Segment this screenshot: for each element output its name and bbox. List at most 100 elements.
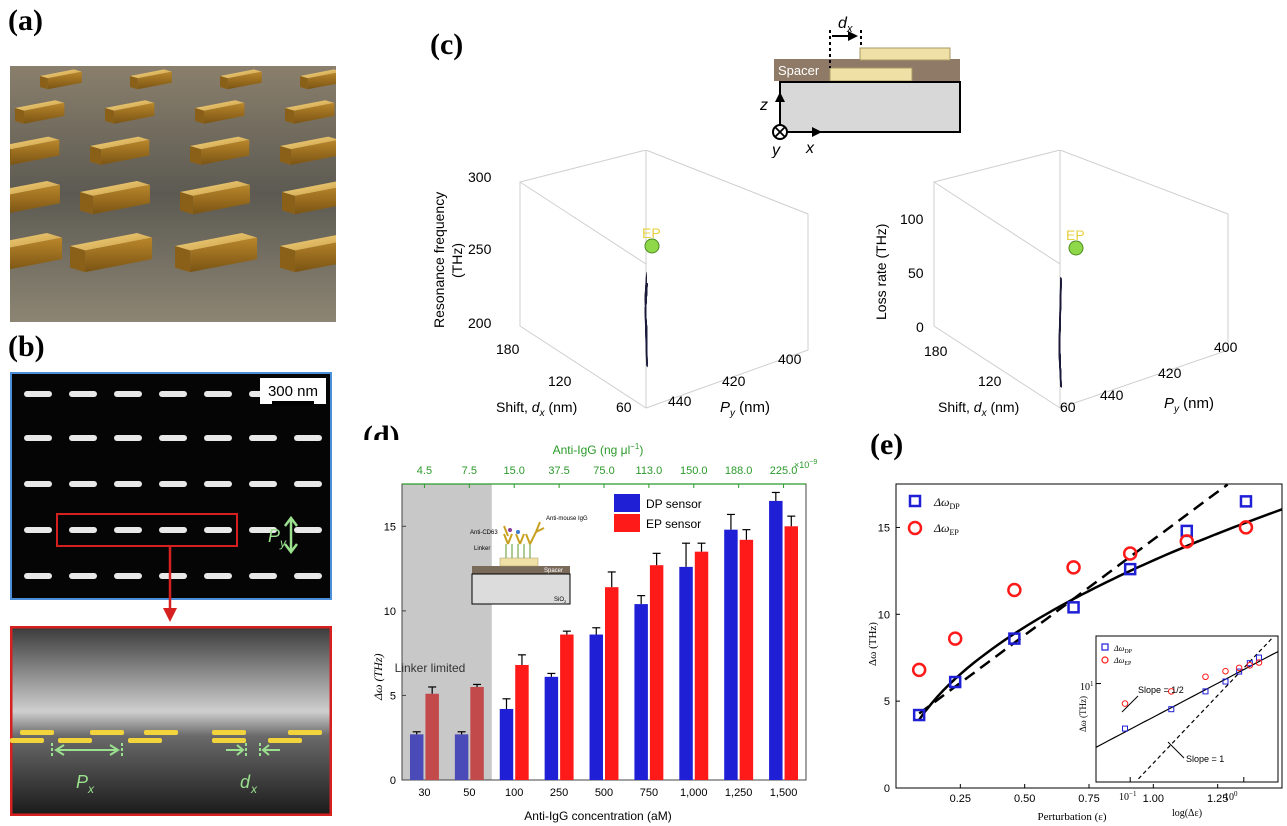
inset-legend-dp: ΔωDP <box>1113 644 1133 655</box>
sem-bar-2-3 <box>159 481 187 487</box>
e-legend-ep-marker <box>907 520 923 536</box>
sem-bar-0-2 <box>114 391 142 397</box>
inset-anti-mouse: Anti-mouse IgG <box>546 516 588 522</box>
panel-label-a: (a) <box>8 4 43 37</box>
sem-bar-2-4 <box>204 481 232 487</box>
d-x-tick-4: 500 <box>595 787 613 799</box>
left-surface-1 <box>644 272 648 318</box>
gold-bar-side-3-1 <box>92 184 150 215</box>
gold-bar-top-4-2 <box>175 233 258 251</box>
e-fit-sqrt <box>918 508 1283 721</box>
e-x-tick-3: 1.00 <box>1143 793 1164 805</box>
e-fit-linear <box>918 483 1229 715</box>
sem-bar-1-3 <box>159 435 187 441</box>
zoom-bar-top-4 <box>288 730 322 735</box>
e-point-dp-0 <box>912 708 926 722</box>
d-bar-dp-8 <box>769 500 783 780</box>
sem-bar-1-2 <box>114 435 142 441</box>
e-y-tick-1: 5 <box>884 696 890 708</box>
d-x-label: Anti-IgG concentration (aM) <box>524 809 671 823</box>
gold-bar-top-3-3 <box>282 180 352 196</box>
sem-bar-2-0 <box>24 481 52 487</box>
inset-fit-one <box>1138 637 1273 780</box>
e-point-dp-1 <box>948 675 962 689</box>
right-py-tick-420: 420 <box>1158 365 1182 381</box>
inset-point-ep-3 <box>1222 667 1229 675</box>
inset-slope-one: Slope = 1 <box>1186 754 1224 764</box>
left-shift-label: Shift, dx (nm) <box>496 399 577 419</box>
e-x-tick-0: 0.25 <box>950 793 971 805</box>
shift-schematic: Spacer d x z x y <box>760 16 961 158</box>
gold-nanobar-render <box>0 66 363 322</box>
d-bar-ep-4 <box>605 587 619 780</box>
d-x-tick-6: 1,000 <box>680 787 708 799</box>
inset-point-ep-1 <box>1167 688 1175 695</box>
d-bar-ep-0 <box>425 693 439 780</box>
sem-bar-1-1 <box>69 435 97 441</box>
gold-bar-end-0-1 <box>130 76 138 90</box>
sem-bar-1-5 <box>249 435 277 441</box>
sem-bar-2-2 <box>114 481 142 487</box>
gold-bar-top-0-3 <box>300 69 342 79</box>
zoom-bar-bottom-3 <box>212 738 246 743</box>
inset-point-dp-2 <box>1202 688 1209 695</box>
gold-bar-top-1-0 <box>15 100 65 111</box>
gold-bar-side-0-2 <box>227 71 262 90</box>
right-shift-label: Shift, dx (nm) <box>938 399 1019 419</box>
left-shift-tick-60: 60 <box>616 399 632 415</box>
d-bar-dp-6 <box>679 566 693 780</box>
legend-dp-label: DP sensor <box>646 497 702 511</box>
gold-bar-end-3-1 <box>80 192 93 215</box>
e-legend-dp: ΔωDP <box>933 495 960 511</box>
gold-bar-side-2-0 <box>10 139 60 165</box>
d-y-tick-2: 10 <box>384 606 396 618</box>
sem-zoom-image: P x d x <box>9 625 333 817</box>
gold-bar-top-3-2 <box>180 180 250 196</box>
scale-bar <box>272 401 314 405</box>
gold-bar-end-2-1 <box>90 146 101 165</box>
inset-y-label: Δω (THz) <box>1078 696 1088 732</box>
sem-bar-2-1 <box>69 481 97 487</box>
axis-z: z <box>760 97 768 114</box>
right-surface-1 <box>1058 276 1062 368</box>
e-point-ep-4 <box>1122 546 1138 561</box>
zoom-bar-top-1 <box>90 730 124 735</box>
top-axis-exponent: ×10−9 <box>794 459 817 470</box>
panel-label-b: (b) <box>8 330 45 363</box>
left-z-label-1: Resonance frequency <box>431 192 447 328</box>
sensor-inset-schematic: Spacer SiO2 Anti-CD63 Anti-mouse IgG Lin… <box>470 516 588 605</box>
d-bar-ep-6 <box>694 551 709 780</box>
gold-bar-side-0-3 <box>307 71 342 90</box>
panel-label-e: (e) <box>870 428 904 461</box>
d-bar-dp-1 <box>454 734 469 780</box>
d-bar-dp-3 <box>544 676 559 780</box>
d-x-tick-8: 1,500 <box>770 787 798 799</box>
px-sub: x <box>87 782 95 796</box>
sem-bar-2-5 <box>249 481 277 487</box>
d-bar-dp-2 <box>499 708 514 780</box>
gold-bar-end-1-2 <box>195 108 205 124</box>
gold-bar-side-4-0 <box>0 237 63 272</box>
inset-point-dp-1 <box>1168 706 1175 713</box>
inset-linker: Linker <box>474 546 490 552</box>
left-py-tick-420: 420 <box>722 373 746 389</box>
left-py-tick-440: 440 <box>668 393 692 409</box>
d-y-tick-3: 15 <box>384 521 396 533</box>
right-py-label: Py (nm) <box>1164 395 1214 415</box>
left-shift-tick-180: 180 <box>496 341 520 357</box>
gold-bar-side-2-1 <box>100 139 150 165</box>
gold-nanobar-image <box>0 66 363 322</box>
gold-bar-top-0-2 <box>220 69 262 79</box>
resonance-frequency-surface: 300 250 200 Resonance frequency (THz) 18… <box>431 150 809 419</box>
gold-bar-top-2-1 <box>90 136 150 150</box>
inset-x-label: log(Δε) <box>1172 808 1202 819</box>
gold-bar-top-2-0 <box>0 136 60 150</box>
inset-point-ep-6 <box>1255 659 1263 666</box>
e-point-ep-6 <box>1238 520 1254 535</box>
d-y-label: Δω (THz) <box>371 653 385 701</box>
d-x-tick-0: 30 <box>418 787 430 799</box>
right-shift-tick-60: 60 <box>1060 399 1076 415</box>
d-top-tick-8: 225.0 <box>770 465 798 477</box>
right-shift-tick-120: 120 <box>978 373 1002 389</box>
zoom-bar-bottom-2 <box>128 738 162 743</box>
